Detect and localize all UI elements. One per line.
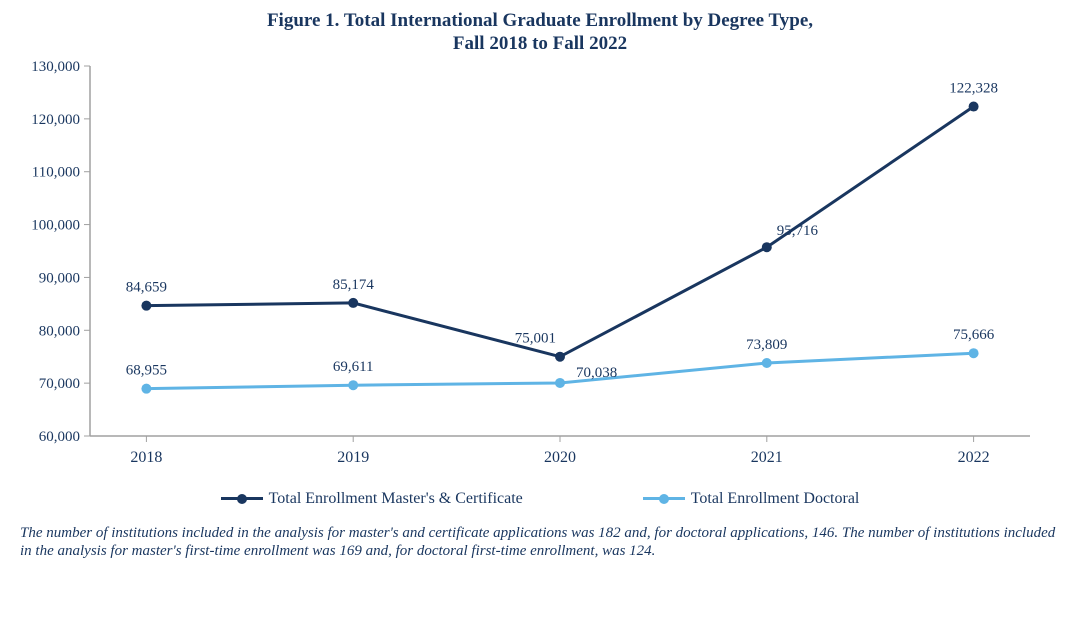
legend-item-masters: Total Enrollment Master's & Certificate: [221, 490, 523, 508]
footnote: The number of institutions included in t…: [20, 524, 1060, 562]
svg-text:2019: 2019: [337, 449, 369, 466]
svg-text:2018: 2018: [130, 449, 162, 466]
legend: Total Enrollment Master's & Certificate …: [20, 490, 1060, 508]
svg-text:122,328: 122,328: [949, 80, 998, 96]
svg-text:2020: 2020: [544, 449, 576, 466]
svg-text:75,666: 75,666: [953, 327, 995, 343]
svg-text:130,000: 130,000: [31, 59, 80, 75]
svg-text:69,611: 69,611: [333, 359, 374, 375]
chart-title-line2: Fall 2018 to Fall 2022: [453, 33, 627, 54]
svg-text:120,000: 120,000: [31, 111, 80, 127]
svg-text:100,000: 100,000: [31, 217, 80, 233]
legend-swatch-doctoral: [643, 497, 685, 500]
legend-swatch-masters: [221, 497, 263, 500]
svg-text:85,174: 85,174: [333, 277, 375, 293]
svg-text:90,000: 90,000: [39, 270, 80, 286]
svg-text:95,716: 95,716: [777, 223, 819, 239]
legend-label-doctoral: Total Enrollment Doctoral: [691, 490, 860, 508]
svg-text:60,000: 60,000: [39, 429, 80, 445]
chart-title: Figure 1. Total International Graduate E…: [20, 10, 1060, 56]
svg-text:84,659: 84,659: [126, 279, 167, 295]
svg-text:70,038: 70,038: [576, 365, 617, 381]
svg-text:68,955: 68,955: [126, 362, 167, 378]
svg-text:73,809: 73,809: [746, 337, 787, 353]
svg-text:75,001: 75,001: [515, 330, 556, 346]
chart-title-line1: Figure 1. Total International Graduate E…: [267, 10, 813, 31]
line-chart: 60,000 70,000 80,000 90,000 100,000 110,000 12…: [20, 56, 1060, 476]
svg-text:2021: 2021: [751, 449, 783, 466]
legend-item-doctoral: Total Enrollment Doctoral: [643, 490, 860, 508]
svg-text:80,000: 80,000: [39, 323, 80, 339]
legend-label-masters: Total Enrollment Master's & Certificate: [269, 490, 523, 508]
svg-text:110,000: 110,000: [32, 164, 80, 180]
svg-text:70,000: 70,000: [39, 376, 80, 392]
svg-text:2022: 2022: [958, 449, 990, 466]
